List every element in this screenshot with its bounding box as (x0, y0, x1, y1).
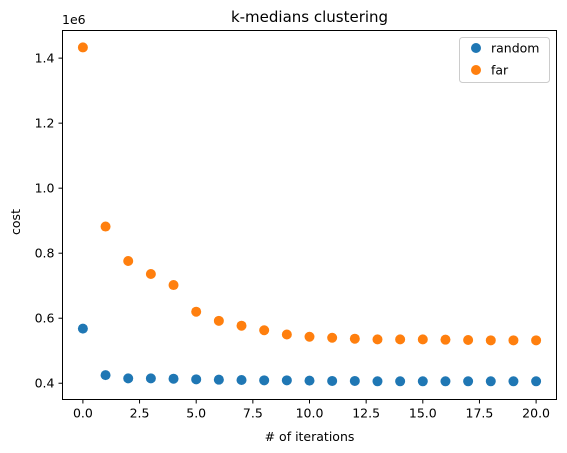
y-tick-label: 1.2 (35, 116, 55, 131)
point-random (395, 376, 406, 387)
legend-marker-random (471, 43, 481, 53)
point-far (77, 42, 88, 53)
y-axis-label: cost (8, 209, 23, 235)
point-random (327, 375, 338, 386)
point-far (417, 334, 428, 345)
x-tick-label: 15.0 (409, 406, 437, 421)
x-tick-label: 17.5 (466, 406, 494, 421)
point-random (236, 374, 247, 385)
point-far (531, 335, 542, 346)
y-tick-label: 0.8 (35, 246, 55, 261)
point-random (145, 373, 156, 384)
y-tick-label: 1.0 (35, 181, 55, 196)
point-far (372, 334, 383, 345)
point-far (213, 315, 224, 326)
point-far (123, 256, 134, 267)
point-random (259, 375, 270, 386)
point-far (327, 332, 338, 343)
point-far (236, 320, 247, 331)
point-random (191, 374, 202, 385)
x-tick-label: 12.5 (352, 406, 380, 421)
point-random (100, 370, 111, 381)
point-random (168, 373, 179, 384)
point-far (463, 335, 474, 346)
x-tick-label: 20.0 (522, 406, 550, 421)
x-tick-label: 2.5 (130, 406, 150, 421)
legend: random far (459, 37, 550, 83)
point-random (417, 376, 428, 387)
point-random (440, 376, 451, 387)
y-multiplier-label: 1e6 (62, 12, 86, 27)
legend-marker-far (471, 65, 481, 75)
point-random (349, 375, 360, 386)
point-far (168, 280, 179, 291)
legend-label-random: random (491, 41, 539, 56)
point-random (123, 373, 134, 384)
legend-label-far: far (491, 63, 509, 78)
x-tick-label: 10.0 (296, 406, 324, 421)
chart-title: k-medians clustering (231, 8, 388, 26)
x-tick-label: 7.5 (243, 406, 263, 421)
point-far (349, 333, 360, 344)
point-far (304, 331, 315, 342)
y-tick-label: 0.6 (35, 311, 55, 326)
point-random (281, 375, 292, 386)
point-far (100, 221, 111, 232)
point-far (485, 335, 496, 346)
point-random (372, 376, 383, 387)
point-far (281, 329, 292, 340)
point-random (213, 374, 224, 385)
point-far (145, 269, 156, 280)
x-tick-label: 0.0 (73, 406, 93, 421)
point-random (77, 323, 88, 334)
axis-ticks: 0.0 2.5 5.0 7.5 10.0 12.5 15.0 17.5 20.0 0.4 0.6 0.… (35, 51, 550, 421)
x-tick-label: 5.0 (186, 406, 206, 421)
point-far (395, 334, 406, 345)
plot-frame (62, 30, 557, 400)
x-axis-label: # of iterations (265, 429, 355, 444)
point-far (191, 306, 202, 317)
point-random (485, 376, 496, 387)
point-random (508, 376, 519, 387)
data-points (77, 42, 542, 387)
point-random (304, 375, 315, 386)
point-far (440, 334, 451, 345)
point-far (508, 335, 519, 346)
legend-box (459, 37, 550, 83)
point-random (531, 376, 542, 387)
point-far (259, 325, 270, 336)
y-tick-label: 0.4 (35, 376, 55, 391)
y-tick-label: 1.4 (35, 51, 55, 66)
point-random (463, 376, 474, 387)
